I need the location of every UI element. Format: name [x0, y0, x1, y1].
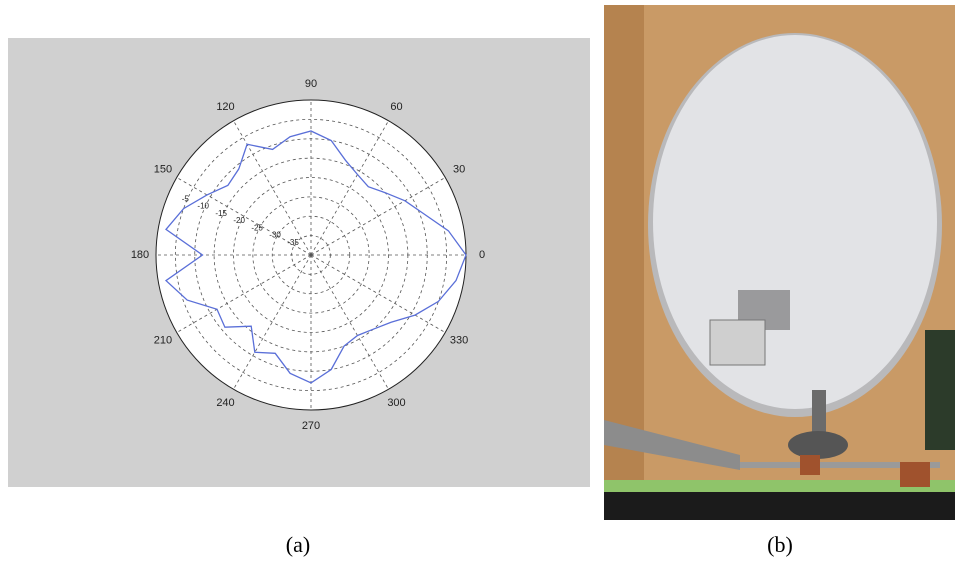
theta-tick-label: 210 — [154, 334, 172, 346]
dish — [653, 35, 937, 409]
photo-shelf — [925, 330, 955, 450]
theta-tick-label: 240 — [216, 397, 234, 409]
r-tick-label: -25 — [251, 223, 263, 232]
grid-ring — [252, 196, 370, 314]
theta-tick-label: 150 — [154, 163, 172, 175]
theta-tick-label: 300 — [387, 397, 405, 409]
theta-tick-label: 60 — [390, 101, 402, 113]
theta-tick-label: 270 — [302, 420, 320, 432]
grid-spoke — [176, 177, 312, 256]
mast — [812, 390, 826, 440]
clamp — [800, 455, 820, 475]
theta-tick-label: 0 — [479, 249, 485, 261]
grid-spoke — [233, 120, 312, 256]
theta-tick-label: 120 — [216, 101, 234, 113]
r-tick-label: -5 — [182, 194, 190, 203]
theta-tick-label: 90 — [305, 78, 317, 90]
clamp — [900, 462, 930, 487]
theta-tick-label: 30 — [453, 163, 465, 175]
r-tick-label: -10 — [197, 202, 209, 211]
grid-spoke — [233, 254, 312, 390]
panel-label: (a) — [286, 532, 310, 557]
panel-label: (b) — [767, 532, 793, 557]
bar — [740, 462, 940, 468]
r-tick-label: -20 — [233, 216, 245, 225]
rotator — [788, 431, 848, 459]
grid-spoke — [310, 254, 389, 390]
base-shadow — [604, 492, 955, 520]
theta-tick-label: 330 — [450, 334, 468, 346]
grid-ring — [174, 118, 448, 392]
grid-ring — [233, 177, 389, 333]
lnb — [709, 319, 766, 366]
base-board — [604, 480, 955, 492]
r-tick-label: -35 — [287, 238, 299, 247]
theta-tick-label: 180 — [131, 249, 149, 261]
r-tick-label: -15 — [215, 209, 227, 218]
grid-spoke — [310, 120, 389, 256]
rail — [604, 420, 740, 470]
grid-spoke — [310, 254, 446, 333]
pattern-line — [164, 130, 467, 384]
r-tick-label: -30 — [269, 231, 281, 240]
grid-spoke — [176, 254, 312, 333]
photo — [604, 5, 955, 520]
grid-spoke — [310, 177, 446, 256]
